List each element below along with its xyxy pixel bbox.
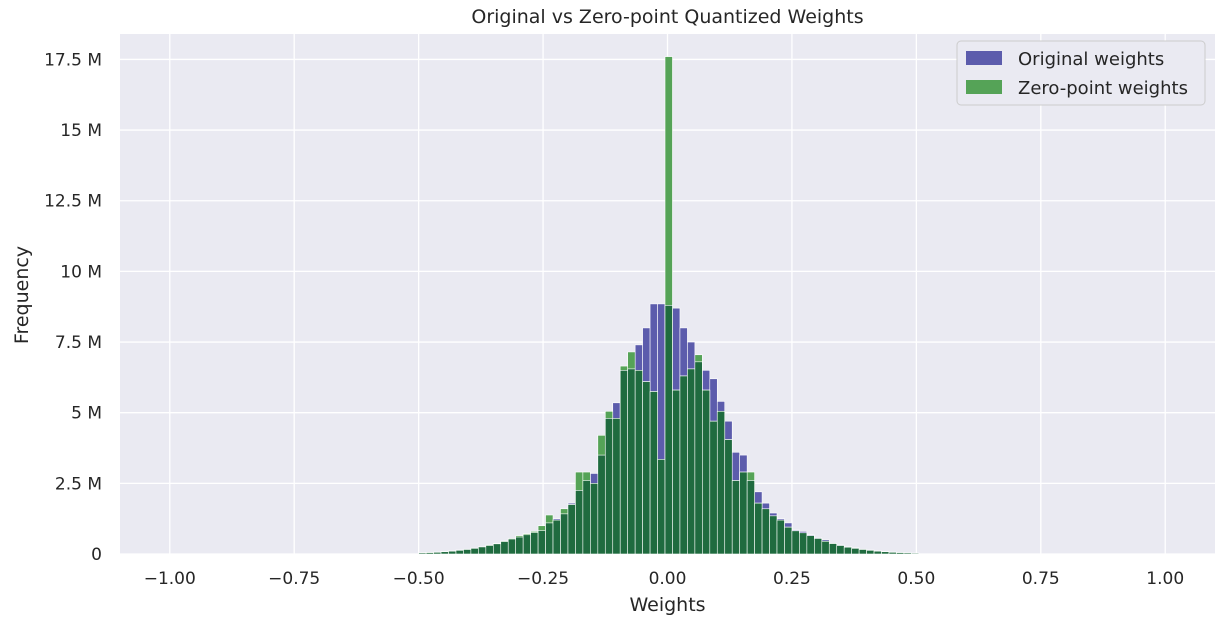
legend-label-zero-point: Zero-point weights: [1018, 78, 1188, 99]
x-tick-label: 0.50: [897, 569, 935, 589]
bar-overlap: [604, 418, 614, 555]
bar-overlap: [440, 551, 449, 555]
bar-overlap: [881, 551, 890, 555]
bar-overlap: [754, 502, 763, 555]
legend-swatch-original: [966, 51, 1002, 65]
bar-overlap: [814, 538, 823, 555]
bar-overlap: [478, 546, 487, 555]
bar-overlap: [642, 381, 651, 555]
legend: Original weights Zero-point weights: [956, 40, 1206, 106]
bar-overlap: [522, 534, 531, 555]
bar-overlap: [500, 541, 509, 555]
bar-overlap: [694, 361, 703, 555]
bar-overlap: [485, 545, 494, 555]
x-tick-label: 1.00: [1146, 569, 1184, 589]
y-tick-label: 5 M: [71, 404, 102, 424]
bar-overlap: [784, 526, 793, 555]
x-tick-label: −1.00: [144, 569, 196, 589]
bar-overlap: [843, 546, 852, 555]
legend-frame: [956, 40, 1206, 106]
y-tick-label: 2.5 M: [55, 474, 102, 494]
x-axis-label: Weights: [629, 594, 705, 616]
x-tick-labels: −1.00 −0.75 −0.50 −0.25 0.00 0.25 0.50 0.75 1.00: [144, 569, 1184, 589]
y-tick-label: 15 M: [60, 121, 102, 141]
bar-overlap: [724, 439, 733, 555]
bar-overlap: [858, 549, 867, 555]
bar-overlap: [799, 532, 808, 555]
y-tick-label: 0: [91, 545, 102, 565]
y-tick-label: 7.5 M: [55, 333, 102, 353]
x-tick-label: −0.50: [393, 569, 445, 589]
bar-overlap: [769, 515, 778, 555]
bar-overlap: [455, 550, 464, 555]
bar-overlap: [836, 545, 845, 555]
bar-overlap: [664, 305, 673, 555]
bar-overlap: [567, 504, 576, 555]
bar-overlap: [597, 454, 606, 555]
bar-overlap: [911, 552, 920, 555]
bar-overlap: [776, 519, 785, 555]
x-tick-label: 0.25: [773, 569, 811, 589]
bar-overlap: [903, 552, 912, 555]
bar-overlap: [649, 391, 658, 555]
bar-overlap: [791, 530, 800, 555]
bar-overlap: [866, 550, 875, 555]
bars: [418, 56, 920, 555]
bar-overlap: [590, 483, 599, 555]
x-tick-label: −0.25: [517, 569, 569, 589]
bar-overlap: [739, 471, 748, 555]
x-tick-label: 0.00: [649, 569, 687, 589]
bar-overlap: [634, 370, 643, 555]
y-tick-label: 17.5 M: [44, 50, 102, 70]
y-tick-label: 10 M: [60, 262, 102, 282]
x-tick-label: 0.75: [1022, 569, 1060, 589]
bar-overlap: [821, 540, 830, 555]
bar-overlap: [619, 370, 628, 555]
bar-overlap: [470, 548, 479, 555]
bar-overlap: [612, 418, 621, 555]
bar-overlap: [560, 513, 569, 555]
bar-overlap: [716, 410, 726, 555]
bar-overlap: [806, 535, 815, 555]
bar-overlap: [672, 389, 681, 555]
bar-overlap: [463, 549, 472, 555]
bar-overlap: [433, 552, 442, 555]
bar-overlap: [709, 420, 718, 555]
bar-overlap: [418, 552, 427, 555]
x-tick-label: −0.75: [268, 569, 320, 589]
bar-overlap: [873, 550, 882, 555]
bar-overlap: [888, 552, 897, 555]
bar-overlap: [515, 536, 524, 555]
bar-overlap: [448, 550, 457, 555]
y-axis-label: Frequency: [11, 246, 33, 344]
y-tick-labels: 0 2.5 M 5 M 7.5 M 10 M 12.5 M 15 M 17.5 M: [44, 50, 102, 565]
bar-overlap: [761, 508, 770, 555]
bar-overlap: [828, 543, 838, 555]
bar-overlap: [657, 459, 666, 555]
chart-title: Original vs Zero-point Quantized Weights: [471, 6, 863, 28]
bar-overlap: [425, 552, 434, 555]
bar-overlap: [552, 519, 561, 555]
bar-overlap: [746, 480, 755, 555]
y-tick-label: 12.5 M: [44, 192, 102, 212]
bar-overlap: [896, 552, 905, 555]
legend-label-original: Original weights: [1018, 49, 1164, 70]
bar-overlap: [679, 375, 688, 555]
legend-swatch-zero-point: [966, 80, 1002, 94]
bar-overlap: [530, 532, 539, 555]
bar-overlap: [492, 543, 502, 555]
bar-overlap: [687, 368, 696, 555]
bar-overlap: [582, 480, 591, 555]
bar-overlap: [537, 530, 546, 555]
bar-overlap: [731, 480, 740, 555]
bar-overlap: [545, 522, 554, 555]
bar-overlap: [575, 490, 584, 555]
bar-overlap: [627, 368, 636, 555]
bar-overlap: [702, 389, 711, 555]
bar-overlap: [851, 548, 860, 555]
bar-overlap: [507, 538, 516, 555]
